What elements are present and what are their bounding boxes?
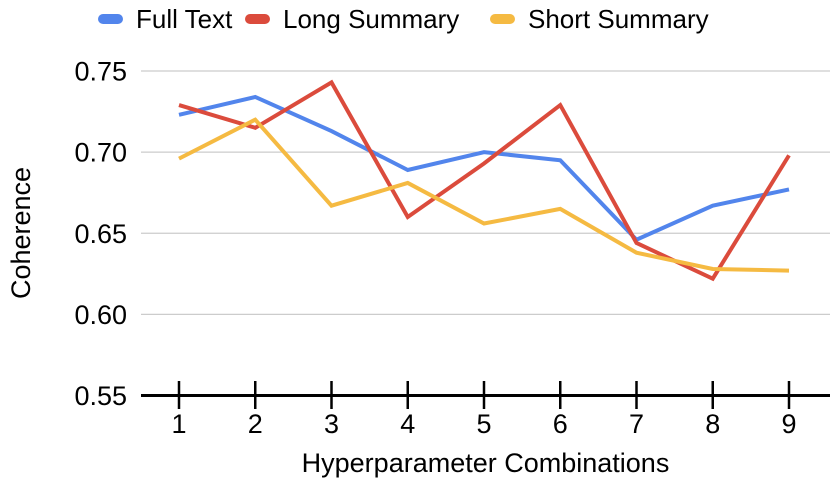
legend-swatch-icon <box>245 14 270 24</box>
x-tick-label: 7 <box>629 409 644 439</box>
legend-item-short-summary: Short Summary <box>490 4 709 34</box>
y-tick-label: 0.55 <box>74 381 127 411</box>
x-tick-label: 3 <box>324 409 339 439</box>
legend-swatch-icon <box>490 14 515 24</box>
y-axis-title: Coherence <box>6 166 36 300</box>
legend: Full Text Long Summary Short Summary <box>0 0 837 38</box>
x-tick-label: 4 <box>400 409 415 439</box>
x-tick-label: 9 <box>781 409 796 439</box>
series-line-full-text <box>178 94 790 243</box>
y-tick-label: 0.70 <box>74 138 127 168</box>
x-tick-label: 5 <box>476 409 491 439</box>
series-line-long-summary <box>178 79 791 282</box>
legend-item-full-text: Full Text <box>98 4 232 34</box>
y-tick-label: 0.65 <box>74 219 127 249</box>
series-line-short-summary <box>178 117 790 273</box>
legend-swatch-icon <box>98 14 123 24</box>
legend-item-long-summary: Long Summary <box>245 4 459 34</box>
y-tick-label: 0.60 <box>74 300 127 330</box>
x-tick-label: 2 <box>248 409 263 439</box>
y-tick-label: 0.75 <box>74 57 127 87</box>
x-tick-label: 1 <box>171 409 186 439</box>
x-tick-label: 6 <box>553 409 568 439</box>
legend-label: Long Summary <box>283 4 460 34</box>
legend-label: Full Text <box>136 4 233 34</box>
legend-label: Short Summary <box>528 4 709 34</box>
x-tick-label: 8 <box>705 409 720 439</box>
x-axis-title: Hyperparameter Combinations <box>301 448 670 478</box>
